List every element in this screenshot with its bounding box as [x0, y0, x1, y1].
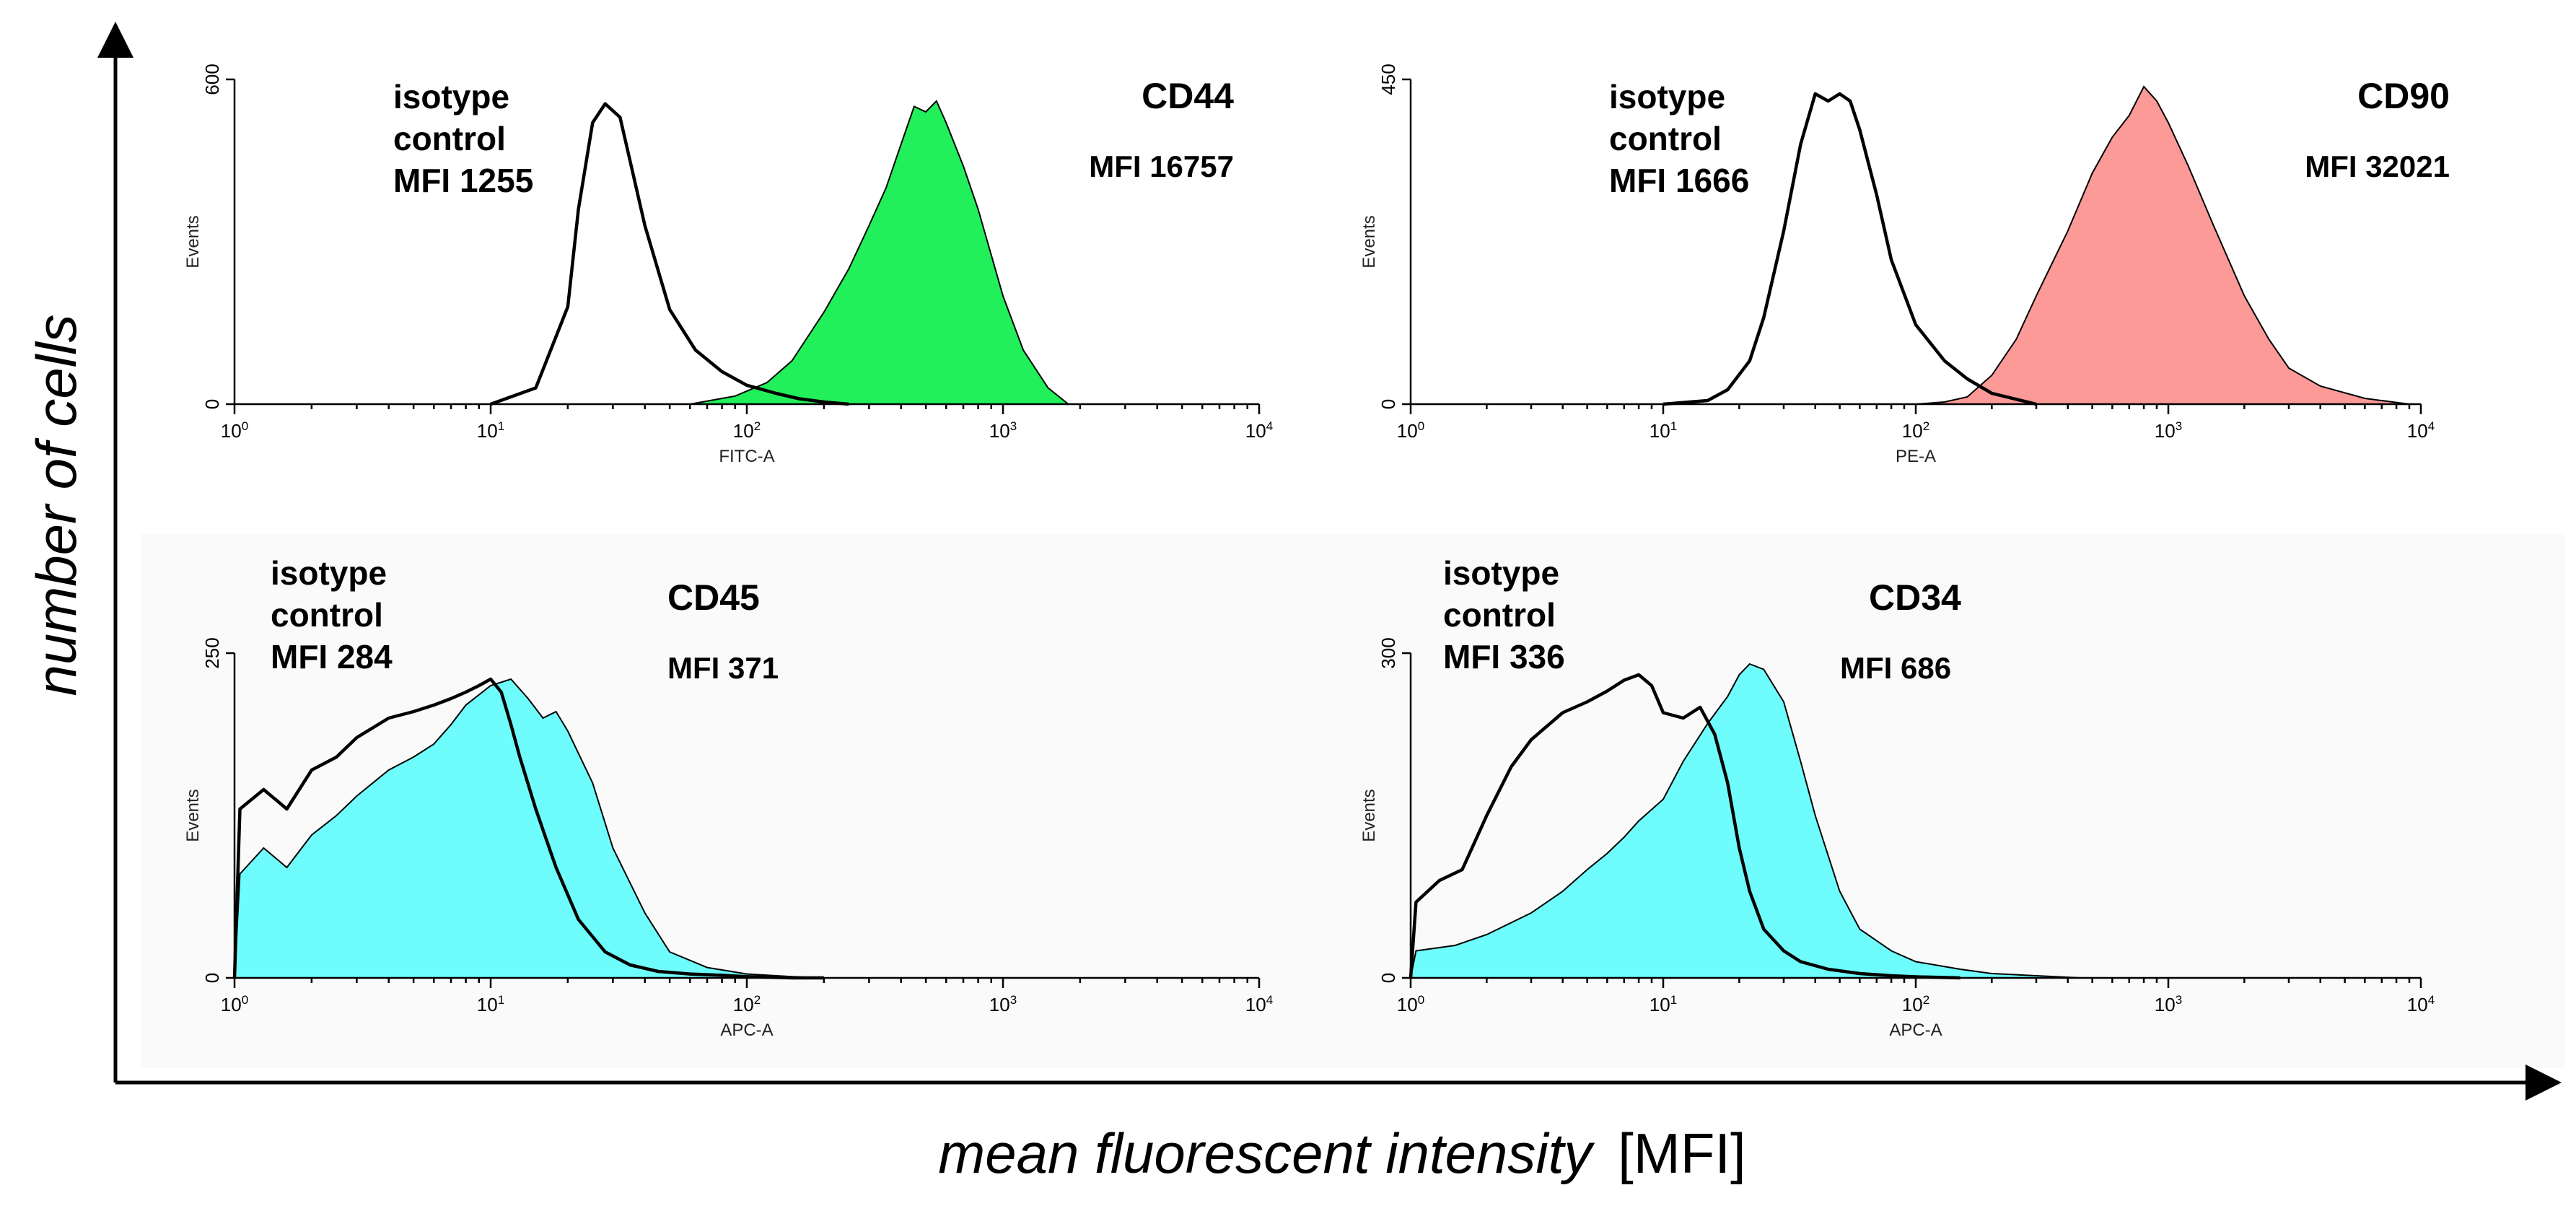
- x-tick-label: 103: [989, 419, 1017, 442]
- x-tick-label: 100: [1397, 419, 1424, 442]
- isotype-annotation-line: control: [271, 596, 383, 634]
- isotype-annotation-line: MFI 1255: [393, 162, 533, 199]
- marker-mfi-label: MFI 371: [667, 651, 779, 685]
- figure-x-axis-title-main: mean fluorescent intensity: [938, 1122, 1595, 1185]
- x-tick-label: 102: [1902, 419, 1929, 442]
- x-tick-label: 104: [1245, 993, 1273, 1015]
- histogram-panel-cd44: 0 600 Events 100 101 102 103 104 FITC-A isotype co…: [183, 64, 1273, 466]
- series-isotype-control-line: [1409, 673, 1961, 980]
- marker-label: CD34: [1869, 577, 1961, 618]
- y-tick-label: 250: [201, 637, 223, 668]
- x-tick-label: 102: [1902, 993, 1929, 1015]
- series-cd90-area: [1915, 85, 2410, 405]
- x-tick-label: 102: [733, 419, 761, 442]
- figure-x-axis-title: mean fluorescent intensity [MFI]: [938, 1122, 1745, 1185]
- marker-mfi-label: MFI 16757: [1089, 149, 1234, 183]
- isotype-annotation-line: control: [1609, 120, 1722, 157]
- figure-y-axis-title: number of cells: [25, 315, 88, 696]
- series-isotype-control-line: [1662, 92, 2037, 406]
- series-cd34-area: [1409, 663, 2081, 979]
- panel-x-axis-title: APC-A: [720, 1020, 773, 1040]
- x-tick-label: 101: [477, 993, 504, 1015]
- y-tick-label: 0: [201, 973, 223, 983]
- marker-label: CD90: [2357, 76, 2450, 116]
- x-tick-label: 100: [221, 419, 248, 442]
- histogram-panel-cd45: 0 250 Events 100 101 102 103 104 APC-A isotype con…: [183, 554, 1273, 1040]
- x-tick-label: 104: [2407, 993, 2435, 1015]
- y-tick-label: 0: [1377, 399, 1399, 409]
- marker-label: CD45: [667, 577, 760, 618]
- marker-mfi-label: MFI 686: [1840, 651, 1951, 685]
- marker-mfi-label: MFI 32021: [2305, 149, 2450, 183]
- series-isotype-control-line: [232, 677, 824, 980]
- isotype-annotation-line: MFI 1666: [1609, 162, 1749, 199]
- x-tick-label: 103: [2155, 419, 2182, 442]
- y-tick-label: 0: [1377, 973, 1399, 983]
- histogram-panel-cd34: 0 300 Events 100 101 102 103 104 APC-A isotype con…: [1359, 554, 2435, 1040]
- marker-label: CD44: [1142, 76, 1234, 116]
- series-cd44-area: [690, 100, 1071, 405]
- isotype-annotation-line: MFI 284: [271, 638, 393, 676]
- isotype-annotation-line: isotype: [1443, 554, 1559, 592]
- panel-x-axis-title: APC-A: [1889, 1020, 1942, 1040]
- isotype-annotation-line: MFI 336: [1443, 638, 1565, 676]
- x-tick-label: 101: [1650, 993, 1677, 1015]
- panel-y-axis-title: Events: [183, 789, 203, 841]
- isotype-annotation-line: control: [1443, 596, 1556, 634]
- isotype-annotation-line: control: [393, 120, 506, 157]
- x-tick-label: 100: [221, 993, 248, 1015]
- isotype-annotation-line: isotype: [1609, 78, 1725, 115]
- x-tick-label: 103: [989, 993, 1017, 1015]
- series-cd45-area: [233, 678, 824, 979]
- isotype-annotation-line: isotype: [271, 554, 387, 592]
- y-tick-label: 600: [201, 64, 223, 95]
- panel-y-axis-title: Events: [1359, 789, 1379, 841]
- x-tick-label: 104: [1245, 419, 1273, 442]
- y-tick-label: 450: [1377, 64, 1399, 95]
- x-tick-label: 101: [477, 419, 504, 442]
- y-tick-label: 0: [201, 399, 223, 409]
- x-tick-label: 103: [2155, 993, 2182, 1015]
- panel-y-axis-title: Events: [1359, 215, 1379, 268]
- panel-x-axis-title: FITC-A: [719, 447, 774, 466]
- y-tick-label: 300: [1377, 637, 1399, 668]
- series-isotype-control-line: [490, 102, 849, 406]
- panel-x-axis-title: PE-A: [1896, 447, 1936, 466]
- histogram-panel-cd90: 0 450 Events 100 101 102 103 104 PE-A isotype cont…: [1359, 64, 2450, 466]
- x-tick-label: 102: [733, 993, 761, 1015]
- panel-y-axis-title: Events: [183, 215, 203, 268]
- isotype-annotation-line: isotype: [393, 78, 509, 115]
- x-tick-label: 100: [1397, 993, 1424, 1015]
- x-tick-label: 101: [1650, 419, 1677, 442]
- figure-x-axis-title-unit: [MFI]: [1618, 1122, 1746, 1185]
- x-tick-label: 104: [2407, 419, 2435, 442]
